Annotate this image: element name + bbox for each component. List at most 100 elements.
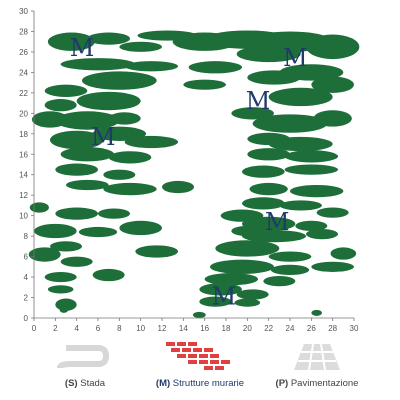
heatmap-patch: [268, 251, 312, 262]
heatmap-patch: [44, 271, 77, 283]
legend-item-pavimentazione: (P) Pavimentazione: [262, 340, 372, 396]
heatmap-patch: [236, 45, 301, 63]
heatmap-patch: [108, 112, 141, 125]
heatmap-patch: [78, 226, 118, 238]
heatmap-patch: [263, 276, 296, 287]
legend-label-stada: Stada: [80, 378, 106, 389]
y-tick-label: 18: [19, 130, 28, 139]
marker-label-m: M: [212, 282, 237, 310]
heatmap-patch: [124, 61, 178, 72]
x-tick-label: 12: [158, 324, 167, 333]
heatmap-patch: [50, 130, 104, 150]
heatmap-fill-layer: [28, 30, 360, 318]
y-tick-label: 24: [19, 68, 28, 77]
heatmap-patch: [210, 259, 274, 274]
heatmap-patch: [87, 32, 130, 45]
legend-item-strutture-murarie: (M) Strutture murarie: [145, 340, 255, 396]
heatmap-patch: [66, 179, 109, 191]
heatmap-patch: [55, 111, 120, 130]
heatmap-patch: [44, 99, 77, 112]
y-tick-label: 12: [19, 191, 28, 200]
y-tick-label: 8: [24, 232, 29, 241]
heatmap-patch: [119, 41, 162, 52]
y-tick-label: 0: [24, 314, 29, 323]
heatmap-patch: [59, 306, 69, 313]
heatmap-patch: [28, 247, 61, 262]
marker-label-m: M: [91, 123, 116, 151]
legend-label-strutture-murarie: Strutture murarie: [172, 378, 245, 389]
heatmap-patch: [313, 110, 352, 127]
heatmap-patch: [215, 240, 280, 257]
heatmap-patch: [192, 311, 206, 318]
legend-code-s: (S): [64, 378, 78, 389]
legend-label-pavimentazione: Pavimentazione: [290, 378, 359, 389]
heatmap-patch: [50, 241, 82, 252]
y-tick-label: 20: [19, 109, 28, 118]
heatmap-patch: [60, 256, 93, 267]
heatmap-patch: [236, 289, 269, 300]
heatmap-patch: [29, 202, 49, 213]
heatmap-patch: [279, 200, 322, 211]
x-tick-label: 24: [286, 324, 295, 333]
heatmap-patch: [103, 182, 157, 196]
heatmap-patch: [247, 148, 290, 161]
heatmap-patch: [311, 261, 354, 272]
heatmap-patch: [290, 184, 344, 198]
legend-item-stada: (S) Stada: [30, 340, 140, 396]
marker-label-m: M: [283, 44, 308, 72]
heatmap-patch: [47, 285, 74, 294]
marker-label-m: M: [246, 87, 271, 115]
heatmap-patch: [47, 32, 95, 51]
heatmap-patch: [60, 147, 114, 162]
x-tick-label: 20: [243, 324, 252, 333]
y-tick-label: 28: [19, 27, 28, 36]
heatmap-patch: [306, 228, 338, 240]
x-tick-label: 0: [32, 324, 37, 333]
heatmap-patch: [247, 70, 301, 85]
heatmap-patch: [183, 79, 227, 90]
heatmap-patch: [199, 296, 232, 307]
x-tick-label: 4: [74, 324, 79, 333]
heatmap-patch: [60, 58, 136, 71]
heatmap-patch: [108, 151, 152, 164]
heatmap-patch: [311, 76, 354, 93]
heatmap-patch: [55, 163, 98, 176]
x-tick-label: 16: [200, 324, 209, 333]
heatmap-patch: [268, 87, 333, 107]
heatmap-patch: [199, 283, 243, 296]
heatmap-patch: [284, 150, 339, 163]
heatmap-patch: [55, 207, 98, 220]
x-tick-label: 30: [350, 324, 359, 333]
heatmap-patch: [311, 309, 322, 316]
heatmap-patch: [204, 272, 258, 286]
y-tick-label: 30: [19, 7, 28, 16]
heatmap-patch: [306, 34, 360, 60]
heatmap-patch: [316, 207, 349, 218]
x-tick-label: 26: [307, 324, 316, 333]
heatmap-patch: [103, 169, 136, 180]
heatmap-patch: [124, 135, 178, 149]
axis-ticks: 0 2 4 6 8 10 12 14 16 18 20 22 24 26 28 300246810121416…: [19, 7, 359, 333]
heatmap-patch: [295, 220, 328, 232]
x-tick-label: 28: [328, 324, 337, 333]
legend-code-p: (P): [275, 378, 289, 389]
heatmap-patch: [82, 71, 157, 90]
heatmap-patch: [270, 264, 310, 276]
brick-wall-icon: [166, 342, 230, 370]
y-tick-label: 10: [19, 212, 28, 221]
y-tick-label: 16: [19, 150, 28, 159]
y-tick-label: 14: [19, 171, 28, 180]
y-tick-label: 26: [19, 48, 28, 57]
heatmap-patch: [252, 114, 328, 133]
heatmap-patch: [249, 182, 288, 196]
heatmap-patch: [135, 245, 179, 258]
marker-label-m: M: [70, 34, 95, 62]
heatmap-patch: [76, 91, 141, 111]
heatmap-patch: [268, 136, 333, 152]
heatmap-patch: [231, 107, 274, 120]
heatmap-patch: [242, 229, 306, 243]
marker-label-m: M: [265, 208, 290, 236]
heatmap-patch: [119, 220, 162, 236]
heatmap-patch: [162, 180, 194, 194]
